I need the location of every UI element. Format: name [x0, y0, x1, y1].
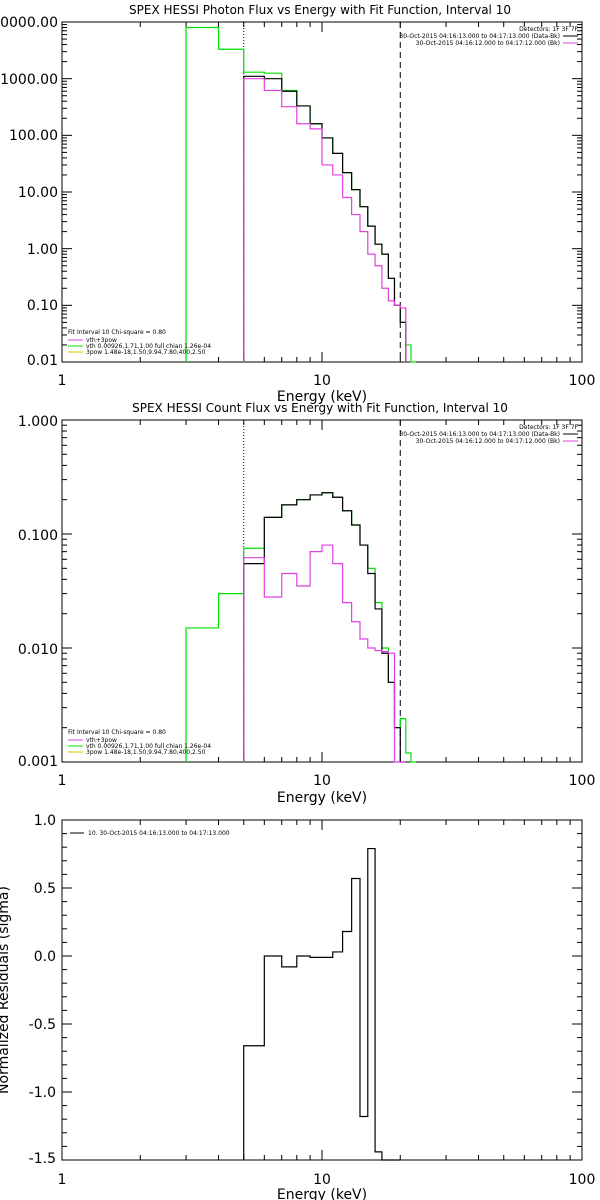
residuals-y-axis-label: Normalized Residuals (sigma) [0, 886, 12, 1094]
photon-bk-interval-label: 30-Oct-2015 04:16:12.000 to 04:17:12.000… [416, 40, 560, 47]
count-x-tick-100: 100 [569, 773, 596, 789]
photon-series-0-line [185, 26, 417, 363]
photon-x-tick-10: 10 [313, 373, 331, 389]
count-chart-title: SPEX HESSI Count Flux vs Energy with Fit… [132, 401, 508, 415]
photon-fit-info: Fit Interval 10 Chi-square = 0.80 [68, 329, 166, 336]
residuals-y-tick-neg1.0: -1.0 [29, 1085, 56, 1101]
photon-y-tick-0.1: 0.10 [27, 298, 58, 314]
count-y-tick-0.1: 0.100 [18, 528, 58, 544]
photon-y-tick-100: 100.00 [9, 128, 58, 144]
photon-y-tick-10: 10.00 [18, 185, 58, 201]
photon-series-1-line [243, 75, 407, 362]
count-y-tick-1: 1.000 [18, 414, 58, 430]
count-bk-interval-label: 30-Oct-2015 04:16:12.000 to 04:17:12.000… [416, 438, 560, 445]
count-x-axis-label: Energy (keV) [277, 790, 367, 806]
count-vth-3pow-label: vth+3pow [86, 737, 117, 744]
residuals-y-tick-0.5: 0.5 [34, 881, 56, 897]
count-fit-info: Fit Interval 10 Chi-square = 0.80 [68, 729, 166, 736]
photon-vth-3pow-label: vth+3pow [86, 337, 117, 344]
count-vth-label: vth 0.00926,1.71,1.00 full chian 1.26e-0… [86, 743, 211, 750]
photon-series [185, 26, 417, 363]
count-series [185, 492, 417, 763]
count-y-tick-0.001: 0.001 [18, 754, 58, 770]
photon-x-tick-100: 100 [569, 373, 596, 389]
residuals-y-tick-neg0.5: -0.5 [29, 1017, 56, 1033]
residuals-x-tick-100: 100 [569, 1172, 596, 1188]
residuals-legend-label: 10. 30-Oct-2015 04:16:13.000 to 04:17:13… [88, 830, 230, 837]
count-3pow-label: 3pow 1.48e-18,1.50,9.94,7.80,400,2.50 [86, 749, 206, 756]
residuals-x-tick-1: 1 [58, 1172, 67, 1188]
count-fit-range-lines [243, 420, 401, 762]
photon-detectors-label: Detectors: 1F 3F 7F [519, 26, 578, 33]
residuals-ticks [61, 819, 582, 1161]
photon-y-tick-10000: 10000.00 [0, 15, 58, 31]
residuals-y-tick-1.0: 1.0 [34, 813, 56, 829]
count-x-tick-1: 1 [58, 773, 67, 789]
count-data-interval-label: 30-Oct-2015 04:16:13.000 to 04:17:13.000… [399, 431, 560, 438]
count-ticks [61, 420, 582, 763]
photon-y-tick-1000: 1000.00 [0, 72, 58, 88]
photon-flux-panel: SPEX HESSI Photon Flux vs Energy with Fi… [0, 3, 595, 405]
photon-x-tick-1: 1 [58, 373, 67, 389]
residuals-y-tick-neg1.5: -1.5 [29, 1151, 56, 1167]
count-x-tick-10: 10 [313, 773, 331, 789]
photon-y-tick-1: 1.00 [27, 242, 58, 258]
residuals-plot-frame [61, 819, 583, 1161]
photon-chart-title: SPEX HESSI Photon Flux vs Energy with Fi… [129, 3, 511, 17]
residuals-y-tick-0.0: 0.0 [34, 949, 56, 965]
count-flux-panel: SPEX HESSI Count Flux vs Energy with Fit… [18, 401, 595, 806]
photon-series-2-line [243, 78, 407, 362]
count-plot-frame [61, 419, 583, 763]
photon-3pow-label: 3pow 1.48e-18,1.50,9.94,7.80,400,2.50 [86, 349, 206, 356]
count-y-tick-0.01: 0.010 [18, 642, 58, 658]
count-series-1-line [243, 492, 406, 763]
count-series-2-line [243, 544, 406, 763]
residuals-series-0-line [243, 847, 401, 1161]
photon-ticks [61, 22, 582, 363]
residuals-series [243, 847, 401, 1161]
residuals-panel: 1 10 100 Energy (keV) 1.0 0.5 0.0 -0.5 -… [0, 813, 595, 1200]
residuals-x-tick-10: 10 [313, 1172, 331, 1188]
photon-plot-frame [61, 21, 583, 363]
residuals-x-axis-label: Energy (keV) [277, 1187, 367, 1200]
photon-vth-label: vth 0.00926,1.71,1.00 full chian 1.26e-0… [86, 343, 211, 350]
photon-x-axis-label: Energy (keV) [277, 389, 367, 405]
photon-y-tick-0.01: 0.01 [27, 353, 58, 369]
photon-data-interval-label: 30-Oct-2015 04:16:13.000 to 04:17:13.000… [399, 33, 560, 40]
count-detectors-label: Detectors: 1F 3F 7F [519, 424, 578, 431]
